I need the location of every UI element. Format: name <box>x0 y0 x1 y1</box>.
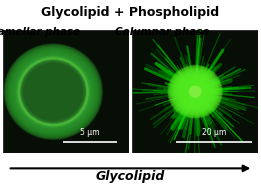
Circle shape <box>179 76 211 107</box>
Circle shape <box>4 44 103 139</box>
Circle shape <box>168 65 222 118</box>
Circle shape <box>177 74 213 109</box>
Text: Glycolipid + Phospholipid: Glycolipid + Phospholipid <box>41 6 220 19</box>
Text: 5 μm: 5 μm <box>80 128 100 137</box>
Circle shape <box>180 77 210 106</box>
Circle shape <box>176 74 214 110</box>
Text: Glycolipid: Glycolipid <box>96 170 165 184</box>
Circle shape <box>4 44 102 139</box>
Circle shape <box>172 69 218 114</box>
Text: Columnar phase: Columnar phase <box>115 27 209 37</box>
Circle shape <box>9 49 98 135</box>
Circle shape <box>4 44 102 139</box>
Circle shape <box>170 67 220 116</box>
Circle shape <box>8 47 99 136</box>
Circle shape <box>20 59 87 124</box>
Circle shape <box>6 46 101 138</box>
Circle shape <box>175 72 215 111</box>
Circle shape <box>7 47 99 137</box>
Text: 20 μm: 20 μm <box>202 128 226 137</box>
Circle shape <box>185 82 205 102</box>
Circle shape <box>183 80 207 103</box>
Circle shape <box>178 75 212 108</box>
Circle shape <box>184 81 206 102</box>
Circle shape <box>173 70 217 113</box>
Circle shape <box>9 49 97 134</box>
Circle shape <box>5 45 102 139</box>
Circle shape <box>7 47 99 136</box>
Circle shape <box>181 78 209 105</box>
Circle shape <box>7 46 100 137</box>
Circle shape <box>5 45 101 138</box>
Circle shape <box>180 77 211 107</box>
Circle shape <box>170 68 220 115</box>
Circle shape <box>6 46 100 137</box>
Circle shape <box>185 82 205 101</box>
Circle shape <box>174 72 216 112</box>
Circle shape <box>5 45 101 138</box>
Circle shape <box>183 80 207 104</box>
Circle shape <box>173 70 218 114</box>
Circle shape <box>186 83 204 100</box>
Circle shape <box>8 48 99 136</box>
Circle shape <box>9 48 98 135</box>
Circle shape <box>187 84 204 100</box>
Circle shape <box>189 85 201 98</box>
Circle shape <box>9 49 97 134</box>
Circle shape <box>181 78 209 105</box>
Text: Lamellar phase: Lamellar phase <box>0 27 80 37</box>
Circle shape <box>182 79 208 104</box>
Circle shape <box>171 68 219 115</box>
FancyArrowPatch shape <box>10 166 248 171</box>
Circle shape <box>169 67 221 117</box>
Circle shape <box>178 75 212 109</box>
Circle shape <box>176 73 215 111</box>
Circle shape <box>8 48 98 135</box>
Circle shape <box>174 71 216 112</box>
Circle shape <box>6 46 100 137</box>
Circle shape <box>169 66 222 117</box>
